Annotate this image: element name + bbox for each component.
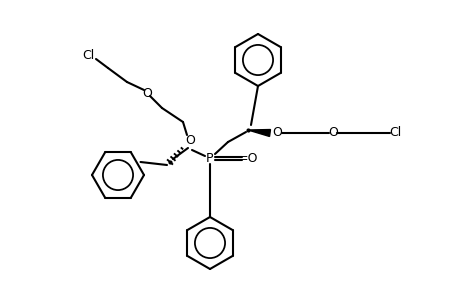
Text: =O: =O [237,152,257,164]
Polygon shape [247,130,270,136]
Text: O: O [271,127,281,140]
Text: P: P [206,152,213,164]
Text: O: O [142,86,151,100]
Text: O: O [327,127,337,140]
Text: Cl: Cl [388,127,400,140]
Text: Cl: Cl [82,49,94,62]
Text: O: O [185,134,195,146]
